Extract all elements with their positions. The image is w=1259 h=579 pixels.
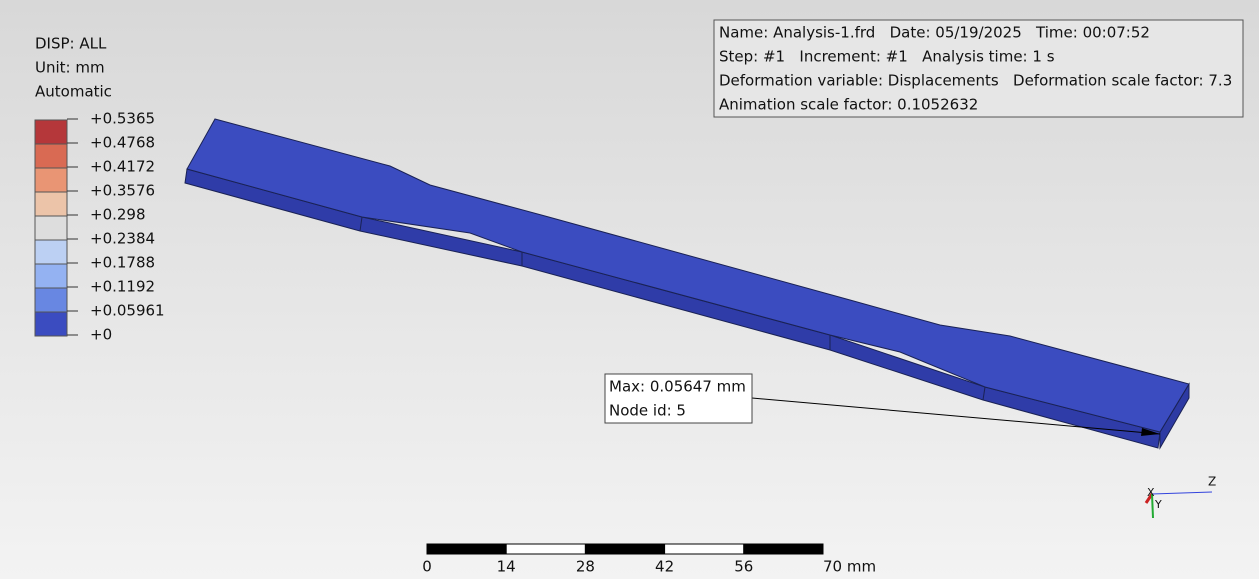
scale-segment (505, 543, 586, 555)
legend-swatch (34, 167, 68, 193)
info-line: Animation scale factor: 0.1052632 (719, 96, 978, 114)
scale-label: 28 (576, 558, 595, 576)
legend-label: +0.5365 (90, 110, 155, 128)
legend-swatch (34, 143, 68, 169)
scale-segment (584, 543, 666, 555)
max-pointer (751, 397, 1161, 435)
axis-label: X (1147, 486, 1155, 499)
legend-label: +0.3576 (90, 182, 155, 200)
legend-swatch (34, 311, 68, 337)
legend-swatch (34, 119, 68, 145)
info-line: Deformation variable: Displacements Defo… (719, 72, 1232, 90)
top-face (186, 118, 1190, 433)
scale-label: 0 (422, 558, 432, 576)
legend-label: +0.4172 (90, 158, 155, 176)
legend-label: +0.1788 (90, 254, 155, 272)
axis-label: Y (1154, 498, 1162, 511)
scale-label: 42 (655, 558, 674, 576)
legend-swatch (34, 215, 68, 241)
legend-label: +0.2384 (90, 230, 155, 248)
edge (359, 216, 363, 232)
scale-label: 70 mm (823, 558, 876, 576)
info-line: Step: #1 Increment: #1 Analysis time: 1 … (719, 48, 1055, 66)
scale-segment (664, 543, 745, 555)
max-text: Max: 0.05647 mm Node id: 5 (609, 378, 746, 420)
legend-swatch (34, 239, 68, 265)
legend-label: +0.05961 (90, 302, 165, 320)
info-text: Name: Analysis-1.frd Date: 05/19/2025 Ti… (719, 24, 1232, 114)
legend-swatch (34, 191, 68, 217)
axis-label: Z (1208, 475, 1216, 489)
z-axis (1151, 491, 1213, 495)
scale-segment (743, 543, 824, 555)
specimen (184, 118, 1190, 450)
axis-triad: Z X Y (1144, 475, 1216, 519)
max-box (604, 373, 753, 424)
legend-label: +0.4768 (90, 134, 155, 152)
color-legend: DISP: ALL Unit: mm Automatic +0.5365 +0.4768… (34, 35, 165, 344)
legend-label: +0 (90, 326, 112, 344)
legend-title: Automatic (35, 83, 112, 101)
legend-swatch (34, 287, 68, 313)
info-box (713, 19, 1244, 118)
scale-label: 14 (497, 558, 516, 576)
edge (982, 386, 986, 401)
legend-label: +0.1192 (90, 278, 155, 296)
x-axis (1144, 493, 1154, 504)
legend-swatch (34, 263, 68, 289)
max-line: Max: 0.05647 mm (609, 378, 746, 396)
arrow-head (1141, 428, 1160, 436)
scale-segment (426, 543, 507, 555)
info-line: Name: Analysis-1.frd Date: 05/19/2025 Ti… (719, 24, 1150, 42)
max-line: Node id: 5 (609, 402, 686, 420)
legend-title: Unit: mm (35, 59, 105, 77)
scale-label: 56 (734, 558, 753, 576)
y-axis (1151, 493, 1154, 519)
legend-label: +0.298 (90, 206, 146, 224)
scale-bar: 0 14 28 42 56 70 mm (422, 543, 876, 576)
legend-title: DISP: ALL (35, 35, 107, 53)
